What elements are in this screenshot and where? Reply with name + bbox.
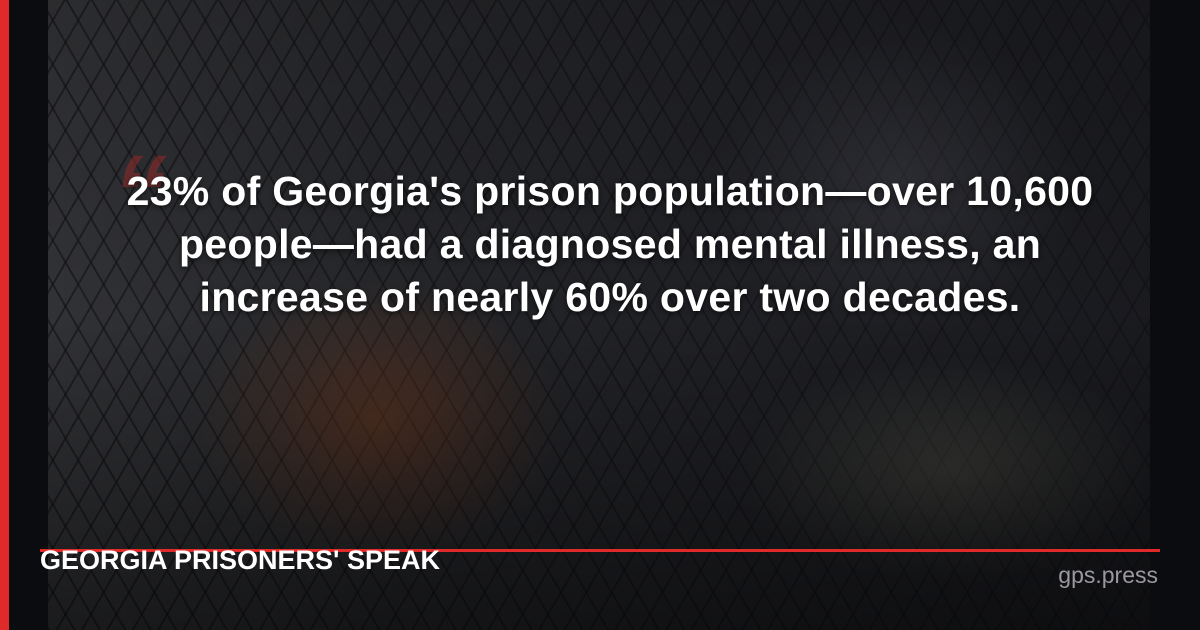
accent-bar [0, 0, 9, 630]
quotation-mark-icon: “ [112, 133, 167, 256]
quote-text: 23% of Georgia's prison population—over … [126, 168, 1094, 320]
background-photo [48, 0, 1150, 630]
site-url: gps.press [1058, 562, 1158, 588]
brand-name: GEORGIA PRISONERS' SPEAK [40, 545, 440, 575]
divider-line [40, 549, 1160, 552]
right-edge-shade [1150, 0, 1200, 630]
